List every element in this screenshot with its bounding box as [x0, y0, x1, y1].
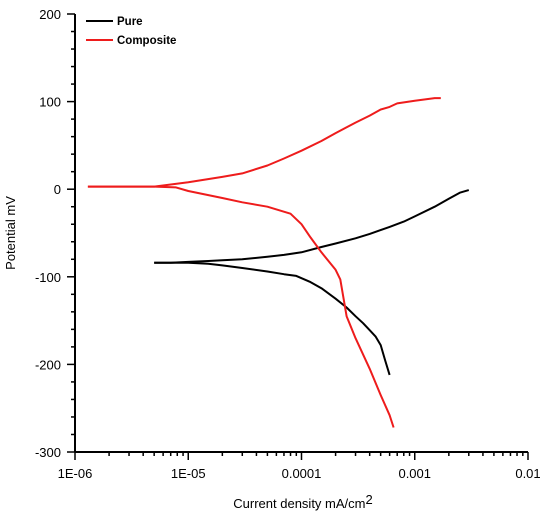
- y-tick-label: 0: [54, 182, 61, 197]
- x-axis-title-superscript: 2: [365, 492, 372, 507]
- x-axis-title-text: Current density mA/cm: [233, 496, 365, 511]
- y-tick-label: -100: [35, 270, 61, 285]
- x-tick-label: 0.001: [398, 466, 431, 481]
- x-axis-title: Current density mA/cm2: [233, 492, 372, 511]
- y-tick-label: 100: [39, 95, 61, 110]
- y-axis-tick-labels: -300 -200 -100 0 100 200: [35, 7, 61, 460]
- y-axis-title: Potential mV: [3, 196, 18, 270]
- x-tick-label: 0.01: [515, 466, 540, 481]
- series-pure-branch-cathodic: [154, 261, 391, 376]
- axes: [74, 14, 528, 453]
- series-pure-branch-anodic: [154, 189, 470, 264]
- series-composite-branch-anodic: [87, 97, 441, 188]
- x-tick-label: 1E-06: [58, 466, 93, 481]
- x-tick-label: 1E-05: [171, 466, 206, 481]
- y-tick-label: -300: [35, 445, 61, 460]
- legend: Pure Composite: [86, 16, 176, 47]
- legend-label-pure: Pure: [117, 16, 143, 28]
- x-axis-ticks: [74, 452, 529, 460]
- x-tick-label: 0.0001: [282, 466, 322, 481]
- y-tick-label: -200: [35, 357, 61, 372]
- legend-label-composite: Composite: [117, 35, 176, 47]
- series-lines: [87, 97, 470, 428]
- x-axis-tick-labels: 1E-06 1E-05 0.0001 0.001 0.01: [58, 466, 541, 481]
- series-composite-branch-cathodic: [87, 185, 395, 428]
- y-tick-label: 200: [39, 7, 61, 22]
- y-axis-ticks: [67, 13, 75, 453]
